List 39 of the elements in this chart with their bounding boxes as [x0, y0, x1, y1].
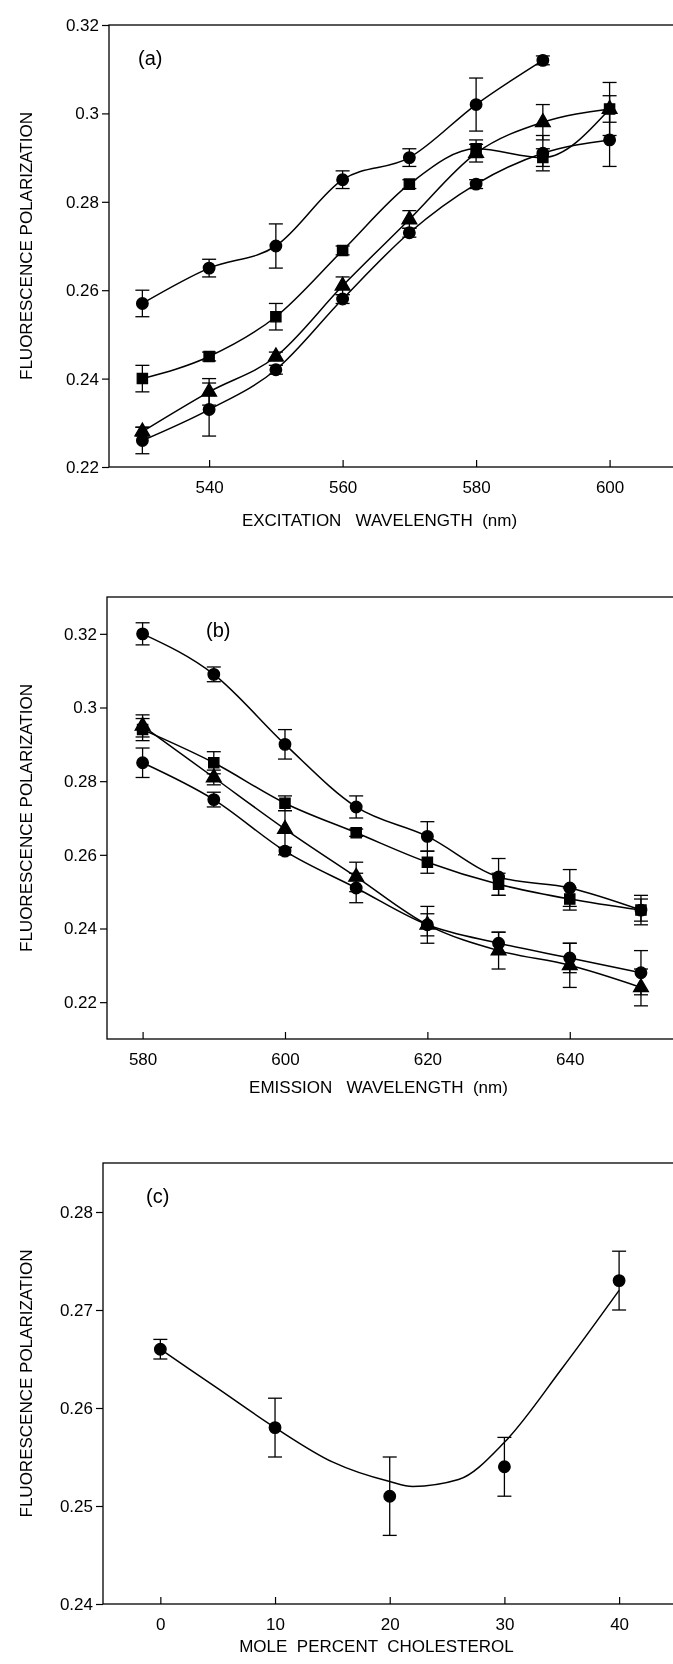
y-tick-label: 0.27	[59, 1300, 93, 1320]
x-tick-label: 0	[156, 1615, 166, 1635]
y-tick-label: 0.26	[63, 845, 97, 865]
x-tick-label: 540	[195, 478, 224, 498]
y-tick-label: 0.28	[63, 772, 97, 792]
y-tick-label: 0.24	[65, 369, 99, 389]
y-tick-label: 0.26	[59, 1398, 93, 1418]
x-tick-label: 640	[556, 1050, 585, 1070]
annotation: (a)	[138, 47, 163, 69]
y-tick-label: 0.25	[59, 1496, 93, 1516]
y-tick-label: 0.24	[63, 919, 97, 939]
y-tick-label: 0.26	[65, 281, 99, 301]
y-tick-label: 0.24	[59, 1594, 93, 1614]
y-tick-label: 0.32	[63, 624, 97, 644]
x-tick-label: 560	[328, 478, 358, 498]
x-axis-title: EXCITATION WAVELENGTH (nm)	[241, 511, 518, 530]
y-tick-label: 0.22	[65, 457, 99, 477]
y-axis-title: FLUORESCENCE POLARIZATION	[17, 112, 36, 380]
x-tick-label: 580	[462, 478, 491, 498]
x-tick-label: 30	[495, 1615, 515, 1635]
x-tick-label: 600	[595, 478, 625, 498]
y-tick-label: 0.28	[59, 1202, 93, 1222]
y-tick-label: 0.32	[65, 15, 99, 35]
annotation: (c)	[146, 1185, 170, 1207]
annotation: (b)	[206, 619, 231, 641]
y-axis-title: FLUORESCENCE POLARIZATION	[17, 1249, 36, 1518]
x-tick-label: 40	[610, 1615, 630, 1635]
y-tick-label: 0.3	[73, 698, 97, 718]
x-tick-label: 10	[266, 1615, 285, 1635]
y-axis-title: FLUORESCENCE POLARIZATION	[17, 684, 36, 952]
x-tick-label: 580	[128, 1050, 158, 1070]
x-axis-title: EMISSION WAVELENGTH (nm)	[249, 1078, 508, 1097]
x-tick-label: 20	[380, 1615, 400, 1635]
x-tick-label: 600	[271, 1050, 300, 1070]
y-tick-label: 0.28	[65, 192, 99, 212]
x-axis-title: MOLE PERCENT CHOLESTEROL	[239, 1637, 514, 1656]
x-tick-label: 620	[413, 1050, 443, 1070]
y-tick-label: 0.3	[75, 104, 99, 124]
y-tick-label: 0.22	[63, 993, 97, 1013]
